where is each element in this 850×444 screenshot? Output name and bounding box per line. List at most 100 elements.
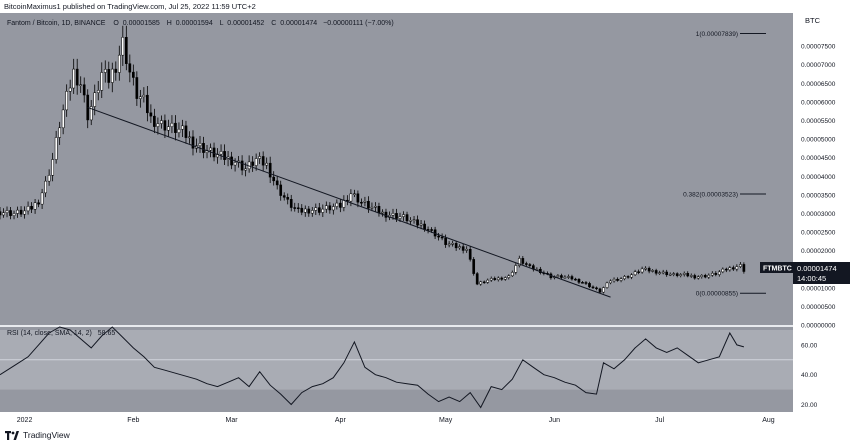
candle-up [710, 272, 714, 276]
candle-down [356, 193, 360, 203]
price-tick-label: 0.00000000 [801, 323, 836, 330]
candle-up [33, 202, 37, 210]
candle-down [30, 206, 33, 210]
candle-up [556, 275, 560, 277]
candle-down [714, 272, 718, 275]
chart-canvas[interactable]: 1(0.00007839) 0.382(0.00003523) 0(0.000008… [0, 13, 850, 426]
rsi-legend: RSI (14, close, SMA, 14, 2) 58.65 [7, 330, 115, 337]
time-tick-label: Aug [762, 417, 775, 424]
svg-text:RSI (14, close, SMA, 14, 2): RSI (14, close, SMA, 14, 2) 58.65 [7, 330, 115, 337]
rsi-tick-label: 40.00 [801, 372, 818, 379]
candle-up [310, 210, 314, 214]
candle-up [121, 37, 125, 56]
candle-down [360, 201, 363, 204]
candle-down [654, 270, 658, 274]
candle-down [395, 213, 398, 219]
legend-c-label: C [271, 20, 276, 27]
currency-label: BTC [805, 16, 821, 25]
candle-up [633, 271, 637, 276]
candle-up [177, 128, 181, 133]
candle-down [724, 268, 728, 271]
price-tick-label: 0.00003000 [801, 211, 836, 218]
legend-title: Fantom / Bitcoin, 1D, BINANCE [7, 20, 106, 27]
candle-up [5, 210, 9, 213]
candle-down [416, 219, 419, 226]
candle-down [149, 112, 153, 117]
candle-down [637, 271, 640, 273]
candle-up [58, 127, 61, 138]
candle-up [160, 120, 163, 124]
candle-down [461, 246, 465, 251]
last-price-marker: FTMBTC 0.00001474 14:00:45 [760, 262, 850, 284]
candle-up [12, 213, 16, 216]
candle-down [174, 122, 177, 133]
candle-up [258, 156, 261, 159]
candle-down [472, 259, 476, 274]
candle-up [96, 90, 100, 93]
candle-up [409, 220, 412, 222]
candle-down [317, 207, 321, 213]
candle-up [156, 123, 160, 127]
candle-up [79, 84, 83, 86]
candle-up [139, 96, 142, 99]
candle-down [384, 211, 388, 218]
candle-down [500, 277, 504, 280]
candle-down [135, 77, 139, 99]
candle-up [514, 265, 518, 273]
candle-down [0, 211, 2, 216]
candle-up [602, 287, 605, 293]
candle-down [19, 209, 23, 215]
candle-down [686, 273, 690, 277]
candle-down [524, 263, 528, 265]
publish-info: BitcoinMaximus1 published on TradingView… [0, 0, 850, 13]
time-tick-label: May [439, 417, 453, 424]
candle-up [391, 213, 395, 216]
candle-down [296, 207, 300, 210]
rsi-legend-label: RSI (14, close, SMA, 14, 2) [7, 330, 92, 337]
price-tick-label: 0.00005000 [801, 137, 836, 144]
candle-up [447, 243, 451, 246]
candle-down [272, 176, 276, 182]
legend-o-label: O [113, 20, 119, 27]
candle-up [682, 273, 686, 275]
legend-l-value: 0.00001452 [227, 20, 264, 27]
rsi-axis-ticks: 60.00 40.00 20.00 [801, 342, 818, 409]
candle-up [458, 246, 461, 249]
candle-up [209, 147, 212, 151]
candle-down [528, 264, 532, 266]
legend-o-value: 0.00001585 [123, 20, 160, 27]
candle-up [198, 143, 202, 146]
candle-up [321, 208, 325, 213]
candle-up [507, 275, 511, 278]
candle-down [574, 278, 577, 281]
candle-down [75, 68, 79, 86]
candle-down [114, 68, 118, 73]
candle-up [696, 276, 700, 279]
tradingview-logo-icon [5, 430, 19, 440]
legend-c-value: 0.00001474 [280, 20, 317, 27]
candle-up [612, 278, 616, 282]
candle-up [117, 54, 121, 73]
candle-down [468, 248, 472, 260]
candle-up [658, 272, 662, 274]
price-tick-label: 0.00006500 [801, 81, 836, 88]
price-tick-label: 0.00007000 [801, 62, 836, 69]
fib-retracement[interactable]: 1(0.00007839) 0.382(0.00003523) 0(0.000008… [683, 31, 766, 298]
candle-up [54, 137, 58, 160]
time-tick-label: Jun [549, 417, 560, 424]
descending-trendline[interactable] [87, 106, 611, 298]
candle-up [707, 274, 711, 278]
candle-up [465, 248, 469, 251]
candle-up [181, 125, 184, 130]
bar-countdown: 14:00:45 [797, 274, 826, 283]
candle-up [567, 276, 570, 278]
candle-down [675, 273, 679, 276]
candle-up [324, 205, 328, 210]
candle-down [423, 223, 426, 230]
rsi-tick-label: 60.00 [801, 342, 818, 349]
candle-up [489, 278, 493, 281]
candle-down [184, 125, 188, 138]
candle-up [93, 92, 97, 107]
candle-down [131, 71, 135, 78]
candle-up [353, 193, 356, 196]
